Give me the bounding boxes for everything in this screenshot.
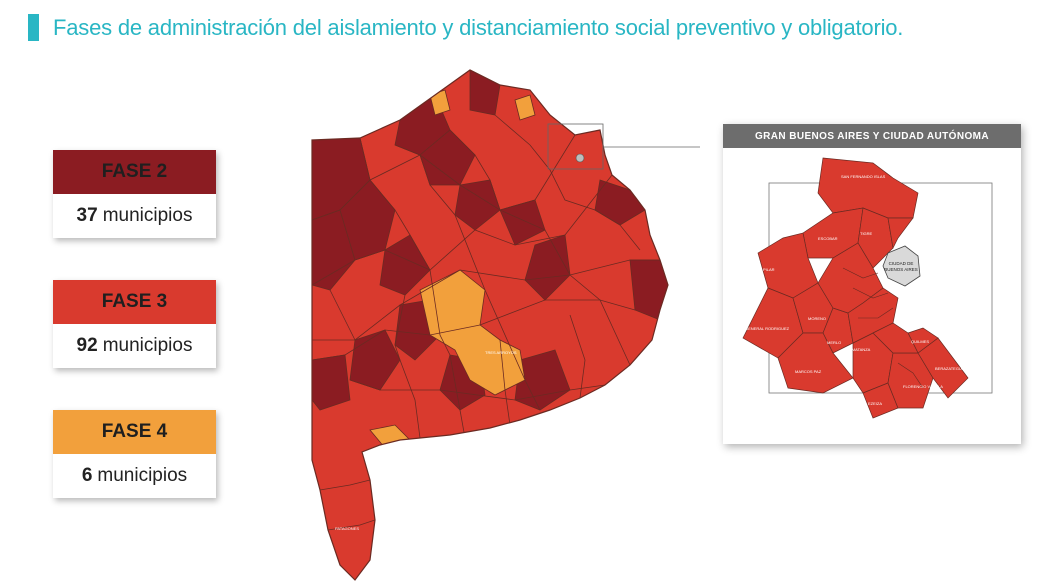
district-border: [852, 287, 889, 299]
legend-fase-2-unit: municipios: [102, 205, 193, 226]
legend-fase-2-count-row: 37 municipios: [53, 194, 216, 238]
legend-fase-2-count: 37: [76, 205, 98, 226]
district-border: [349, 379, 606, 401]
district-lomas: [872, 322, 919, 354]
district-san-isidro: [887, 217, 914, 250]
legend-fase-4: FASE 4 6 municipios: [53, 410, 216, 498]
caba-district: [882, 245, 921, 287]
district-tigre: [857, 207, 894, 269]
district-marcos-paz: [777, 332, 854, 394]
map-label-tres-arroyos: TRES ARROYOS: [485, 350, 517, 355]
legend-fase-3-count-row: 92 municipios: [53, 324, 216, 368]
fase-2-districts: [312, 70, 668, 411]
district-border: [312, 299, 636, 361]
amba-borders: [842, 267, 924, 389]
legend-fase-2-label: FASE 2: [53, 150, 216, 194]
legend-fase-4-count-row: 6 municipios: [53, 454, 216, 498]
legend-fase-4-unit: municipios: [97, 465, 188, 486]
district: [514, 94, 536, 121]
district: [514, 349, 571, 411]
amba-districts: [742, 157, 969, 419]
district-borders: [312, 114, 660, 531]
inset-label-la-matanza: LA MATANZA: [846, 347, 871, 352]
inset-label-florencio-varela: FLORENCIO VARELA: [903, 384, 943, 389]
district: [379, 234, 431, 296]
page-header: Fases de administración del aislamiento …: [28, 14, 903, 41]
district-border: [312, 134, 576, 221]
district-border: [499, 339, 511, 426]
district-border: [842, 267, 879, 279]
district-border: [394, 294, 421, 439]
legend-fase-4-label: FASE 4: [53, 410, 216, 454]
legend-fase-3: FASE 3 92 municipios: [53, 280, 216, 368]
caba-marker: [575, 153, 585, 163]
district-border: [327, 519, 376, 531]
province-map: TRES ARROYOS PATAGONES: [311, 69, 700, 581]
amba-inset: GRAN BUENOS AIRES Y CIUDAD AUTÓNOMA: [723, 124, 1021, 444]
district: [524, 234, 571, 301]
district: [419, 269, 526, 396]
inset-label-pilar: PILAR: [763, 267, 775, 272]
legend-fase-4-count: 6: [81, 465, 93, 486]
district-border: [394, 144, 541, 411]
legend-fase-3-count: 92: [76, 335, 98, 356]
district: [469, 70, 501, 116]
province-outline: [311, 69, 669, 581]
district-border: [329, 289, 356, 341]
inset-label-escobar: ESCOBAR: [818, 236, 838, 241]
amba-highlight-box: [547, 123, 604, 170]
district-border: [449, 129, 631, 366]
district-border: [312, 259, 660, 341]
district-border: [494, 114, 641, 251]
inset-label-merlo: MERLO: [827, 340, 841, 345]
inset-label-marcos-paz: MARCOS PAZ: [795, 369, 822, 374]
page-title: Fases de administración del aislamiento …: [53, 14, 904, 40]
district-san-fernando: [817, 157, 919, 219]
district: [454, 179, 501, 231]
legend-fase-2: FASE 2 37 municipios: [53, 150, 216, 238]
district-border: [897, 362, 924, 389]
inset-label-san-fernando: SAN FERNANDO ISLAS: [841, 174, 886, 179]
inset-title: GRAN BUENOS AIRES Y CIUDAD AUTÓNOMA: [723, 124, 1021, 148]
inset-label-quilmes: QUILMES: [911, 339, 929, 344]
inset-label-moreno: MORENO: [808, 316, 826, 321]
district-border: [319, 479, 371, 491]
district: [594, 179, 646, 226]
district-border: [312, 174, 613, 286]
inset-label-general-rodriguez: GENERAL RODRIGUEZ: [745, 326, 790, 331]
title-accent-marker: [28, 14, 39, 41]
district-border: [858, 307, 894, 319]
fase-4-districts: [369, 89, 536, 449]
inset-label-berazategui: BERAZATEGUI: [935, 366, 963, 371]
legend-fase-3-label: FASE 3: [53, 280, 216, 324]
caba-label-line-1: CIUDAD DE: [889, 261, 914, 266]
district-border: [569, 314, 586, 399]
district: [312, 354, 351, 411]
caba-label-line-2: BUENOS AIRES: [884, 267, 918, 272]
district: [349, 329, 401, 391]
map-label-patagones: PATAGONES: [335, 526, 359, 531]
inset-label-tigre: TIGRE: [860, 231, 873, 236]
legend-fase-3-unit: municipios: [102, 335, 193, 356]
amba-map: CIUDAD DE BUENOS AIRES SAN FERNANDO ISLA…: [742, 157, 993, 419]
inset-label-ezeiza: EZEIZA: [868, 401, 882, 406]
